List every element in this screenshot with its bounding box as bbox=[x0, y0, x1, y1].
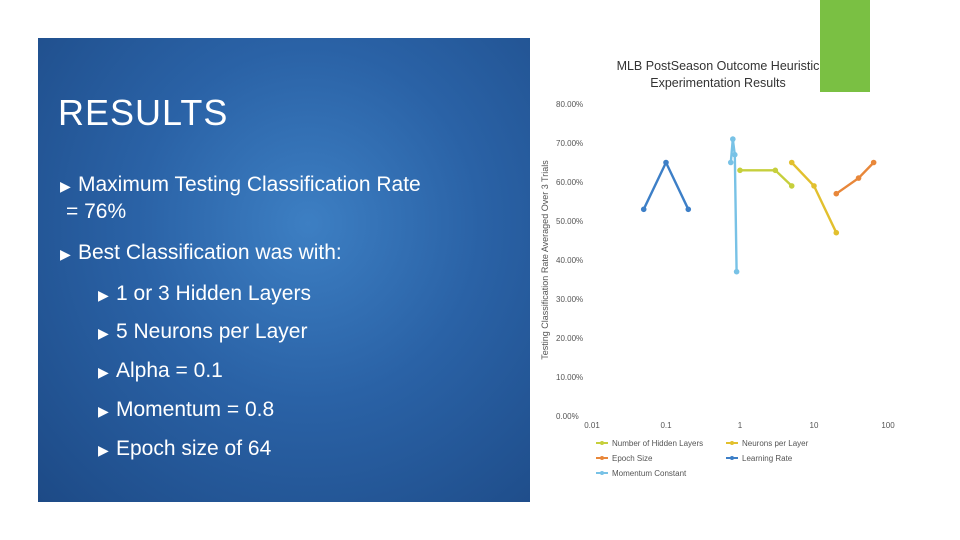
play-arrow-icon: ▶ bbox=[98, 442, 109, 458]
data-point bbox=[730, 136, 736, 142]
data-point bbox=[737, 167, 743, 174]
x-tick-label: 0.1 bbox=[660, 421, 672, 430]
y-tick-label: 40.00% bbox=[556, 256, 583, 265]
bullet-item: ▶ Epoch size of 64 bbox=[98, 436, 271, 463]
play-arrow-icon: ▶ bbox=[60, 178, 71, 194]
series-line bbox=[642, 159, 690, 210]
data-point bbox=[788, 183, 795, 189]
y-tick-label: 0.00% bbox=[556, 412, 579, 421]
data-point bbox=[833, 190, 840, 197]
bullet-item: ▶ 5 Neurons per Layer bbox=[98, 319, 307, 346]
data-point bbox=[811, 183, 817, 189]
data-point bbox=[788, 159, 795, 166]
y-tick-label: 80.00% bbox=[556, 100, 583, 109]
series-line bbox=[729, 138, 738, 272]
data-point bbox=[870, 159, 877, 166]
series-line bbox=[835, 161, 875, 195]
legend-marker bbox=[600, 456, 604, 460]
play-arrow-icon: ▶ bbox=[60, 246, 71, 262]
y-tick-label: 50.00% bbox=[556, 217, 583, 226]
accent-bar bbox=[820, 0, 870, 92]
x-tick-label: 1 bbox=[738, 421, 743, 430]
legend-marker bbox=[730, 441, 734, 445]
bullet-item: ▶ 1 or 3 Hidden Layers bbox=[98, 281, 311, 308]
slide-title: RESULTS bbox=[58, 92, 229, 133]
legend-marker bbox=[600, 441, 604, 445]
play-arrow-icon: ▶ bbox=[98, 403, 109, 419]
bullet-text: 5 Neurons per Layer bbox=[116, 320, 308, 343]
data-point bbox=[772, 167, 779, 174]
data-point bbox=[685, 206, 692, 213]
chart-title-line1: MLB PostSeason Outcome Heuristic bbox=[616, 59, 820, 73]
legend-marker bbox=[730, 456, 734, 460]
x-tick-label: 10 bbox=[810, 421, 819, 430]
data-point bbox=[733, 268, 740, 275]
data-point bbox=[640, 206, 647, 213]
data-point bbox=[731, 151, 738, 158]
play-arrow-icon: ▶ bbox=[98, 325, 109, 341]
bullet-item: ▶ Alpha = 0.1 bbox=[98, 358, 223, 385]
chart-title-line2: Experimentation Results bbox=[650, 76, 786, 90]
x-tick-label: 100 bbox=[881, 421, 895, 430]
play-arrow-icon: ▶ bbox=[98, 364, 109, 380]
legend-label: Momentum Constant bbox=[612, 469, 687, 478]
series-line bbox=[740, 169, 793, 187]
data-point bbox=[663, 159, 669, 166]
bullet-text: Alpha = 0.1 bbox=[116, 359, 223, 382]
bullet-text: Epoch size of 64 bbox=[116, 437, 272, 460]
title-panel bbox=[38, 38, 530, 502]
y-tick-label: 20.00% bbox=[556, 334, 583, 343]
bullet-item: ▶ Momentum = 0.8 bbox=[98, 397, 274, 424]
bullet-text: Momentum = 0.8 bbox=[116, 398, 275, 421]
data-point bbox=[833, 229, 840, 236]
play-arrow-icon: ▶ bbox=[98, 287, 109, 303]
series-line bbox=[790, 161, 838, 234]
legend-label: Epoch Size bbox=[612, 454, 653, 463]
legend-label: Learning Rate bbox=[742, 454, 793, 463]
bullet-continuation: = 76% bbox=[66, 200, 127, 223]
chart-title: MLB PostSeason Outcome Heuristic Experim… bbox=[580, 58, 856, 92]
y-axis-label: Testing Classification Rate Averaged Ove… bbox=[540, 160, 550, 360]
bullet-text: Maximum Testing Classification Rate bbox=[78, 173, 421, 196]
bullet-item: ▶ Maximum Testing Classification Rate = 76… bbox=[60, 172, 421, 225]
y-tick-label: 30.00% bbox=[556, 295, 583, 304]
bullet-text: 1 or 3 Hidden Layers bbox=[116, 282, 311, 305]
y-tick-label: 60.00% bbox=[556, 178, 583, 187]
legend-label: Neurons per Layer bbox=[742, 439, 809, 448]
y-tick-label: 70.00% bbox=[556, 139, 583, 148]
legend-marker bbox=[600, 471, 604, 475]
bullet-text: Best Classification was with: bbox=[78, 241, 342, 264]
legend-label: Number of Hidden Layers bbox=[612, 439, 703, 448]
x-tick-label: 0.01 bbox=[584, 421, 600, 430]
data-point bbox=[855, 175, 862, 181]
y-tick-label: 10.00% bbox=[556, 373, 583, 382]
bullet-item: ▶ Best Classification was with: bbox=[60, 240, 342, 267]
data-point bbox=[727, 159, 734, 166]
